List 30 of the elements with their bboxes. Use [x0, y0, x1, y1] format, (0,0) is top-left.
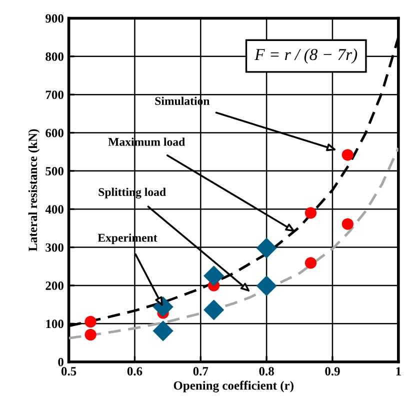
- annotation: F = r / (8 − 7r): [254, 48, 358, 64]
- point: [342, 218, 354, 230]
- x-axis-title: Opening coefficient (r): [174, 380, 294, 392]
- point: [304, 257, 317, 269]
- point: [152, 320, 174, 342]
- y-tick-label: 600: [46, 128, 64, 138]
- y-tick-label: 900: [46, 14, 64, 23]
- point: [304, 207, 317, 219]
- y-axis-title: Lateral resistance (kN): [28, 129, 40, 252]
- y-tick-label: 0: [58, 358, 64, 366]
- x-tick-label: 1: [396, 367, 401, 376]
- x-tick-label: 0.8: [259, 367, 274, 376]
- y-tick-label: 800: [46, 52, 64, 61]
- x-tick-label: 0.9: [325, 367, 340, 376]
- point: [204, 266, 224, 286]
- x-tick-label: 0.5: [61, 367, 76, 376]
- point: [342, 149, 354, 161]
- point: [84, 316, 96, 328]
- y-tick-label: 500: [46, 166, 64, 176]
- x-tick-label: 0.7: [193, 367, 208, 376]
- y-tick-label: 300: [46, 243, 64, 252]
- point: [204, 300, 224, 320]
- point: [256, 238, 277, 258]
- point: [84, 328, 96, 341]
- point: [256, 276, 277, 296]
- y-tick-label: 200: [46, 282, 64, 290]
- y-tick-label: 700: [46, 90, 64, 100]
- x-tick-label: 0.6: [127, 367, 142, 376]
- y-tick-label: 100: [46, 320, 64, 328]
- y-tick-label: 400: [45, 205, 64, 214]
